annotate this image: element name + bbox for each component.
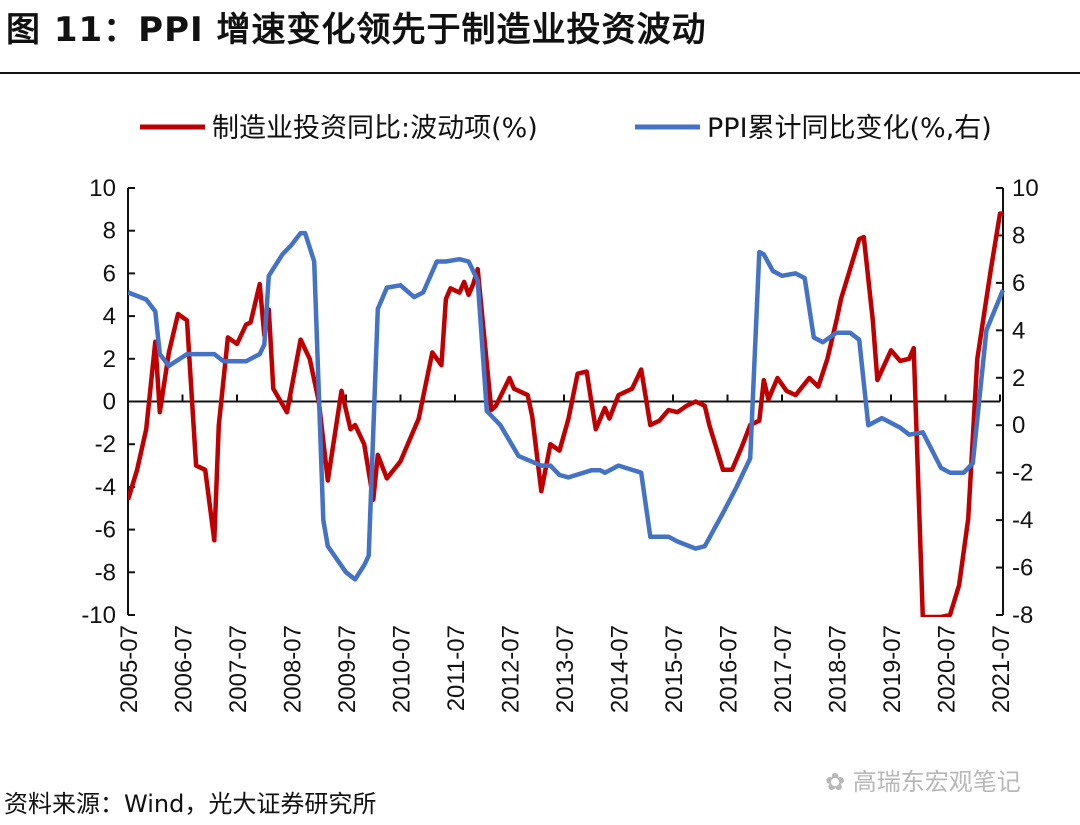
x-tick-label: 2017-07 [770,625,797,713]
left-tick-label: 6 [103,260,116,287]
source-note: 资料来源：Wind，光大证券研究所 [4,790,377,818]
legend-label-investment: 制造业投资同比:波动项(%) [212,113,538,144]
x-tick-label: 2011-07 [443,625,470,711]
x-tick-label: 2020-07 [934,625,961,713]
right-tick-label: -4 [1012,507,1033,534]
x-tick-label: 2009-07 [334,625,361,713]
wechat-icon: ✿ [825,768,853,796]
x-tick-label: 2015-07 [661,625,688,713]
right-tick-label: -2 [1012,460,1033,487]
x-tick-label: 2016-07 [716,625,743,713]
right-tick-label: 4 [1012,317,1025,344]
left-tick-label: 10 [89,175,116,202]
x-tick-label: 2019-07 [879,625,906,713]
left-tick-label: -8 [95,559,116,586]
watermark: ✿ 高瑞东宏观笔记 [825,762,1021,797]
chart-title: 图 11：PPI 增速变化领先于制造业投资波动 [6,10,707,50]
x-tick-label: 2006-07 [171,625,198,713]
x-tick-label: 2018-07 [825,625,852,713]
right-tick-label: 8 [1012,222,1025,249]
right-tick-label: -8 [1012,602,1033,629]
x-tick-label: 2005-07 [116,625,143,713]
right-tick-label: 0 [1012,412,1025,439]
x-tick-label: 2007-07 [225,625,252,713]
x-tick-label: 2008-07 [280,625,307,713]
right-tick-label: 6 [1012,270,1025,297]
left-tick-label: -10 [81,602,116,629]
left-tick-label: -2 [95,431,116,458]
series-line-investment [128,211,1003,617]
left-tick-label: 0 [103,389,116,416]
left-tick-label: 2 [103,346,116,373]
left-tick-label: 8 [103,218,116,245]
right-tick-label: 10 [1012,175,1039,202]
x-tick-label: 2010-07 [389,625,416,713]
legend-label-ppi: PPI累计同比变化(%,右) [707,113,992,144]
right-tick-label: 2 [1012,365,1025,392]
left-tick-label: -6 [95,517,116,544]
left-tick-label: 4 [103,303,116,330]
x-tick-label: 2021-07 [988,625,1015,713]
title-divider [0,72,1080,74]
x-tick-label: 2012-07 [498,625,525,713]
left-tick-label: -4 [95,474,116,501]
x-tick-label: 2014-07 [607,625,634,713]
x-tick-label: 2013-07 [552,625,579,713]
legend: 制造业投资同比:波动项(%) PPI累计同比变化(%,右) [140,113,992,144]
watermark-text: 高瑞东宏观笔记 [852,768,1021,796]
right-tick-label: -6 [1012,555,1033,582]
